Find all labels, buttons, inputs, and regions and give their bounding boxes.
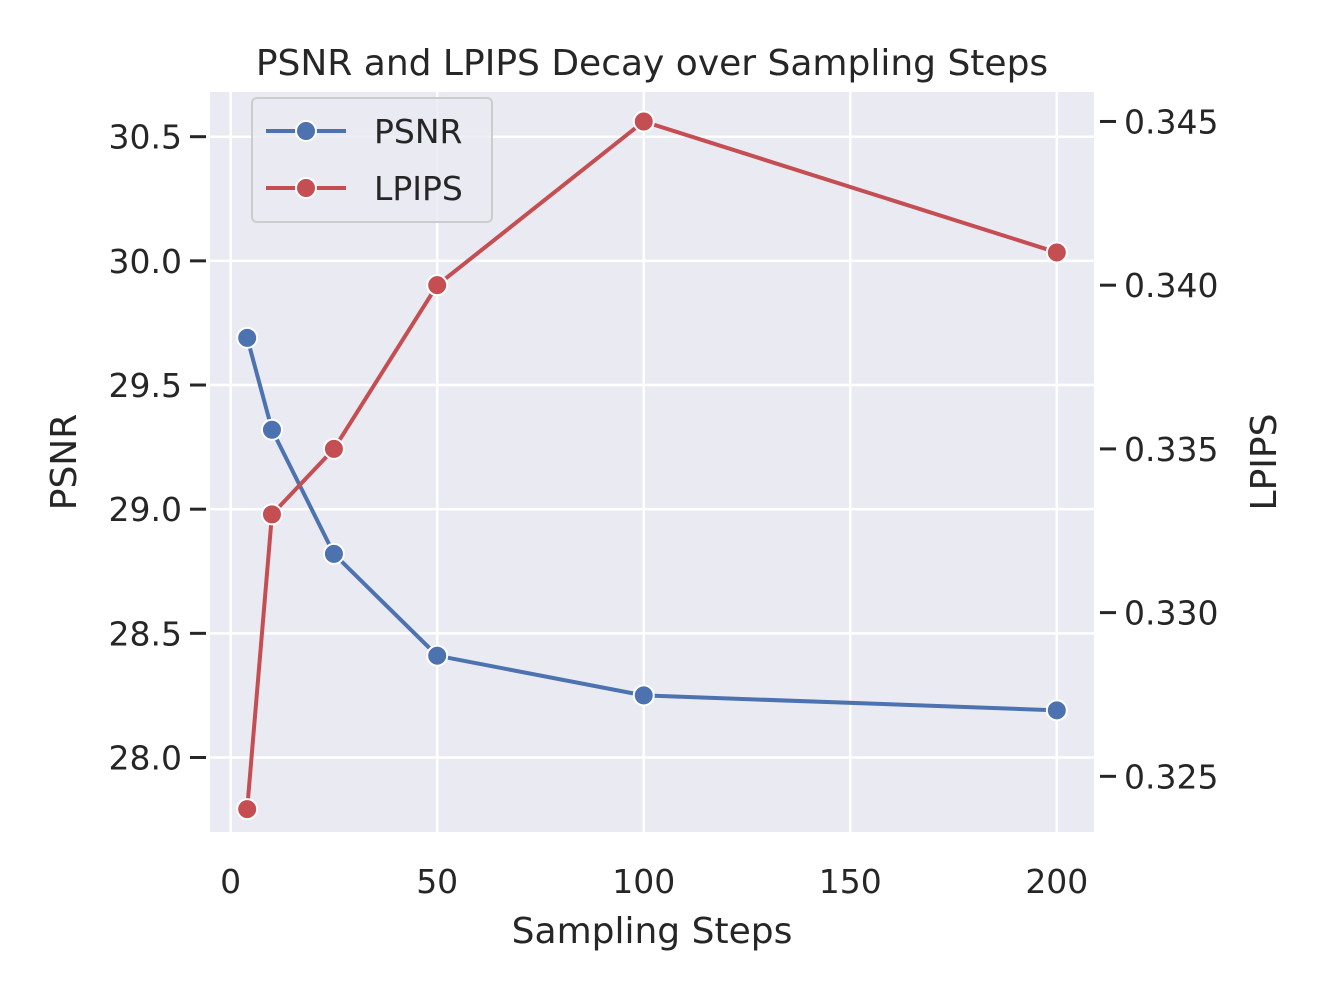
x-tick-label: 0 — [220, 862, 241, 901]
legend-marker-lpips — [295, 177, 317, 199]
data-point-lpips — [322, 437, 345, 460]
left-y-tick-label: 30.0 — [109, 242, 182, 281]
data-point-lpips — [236, 798, 259, 821]
right-y-axis: 0.325 0.330 0.335 0.340 0.345 — [1100, 102, 1218, 796]
data-point-lpips — [260, 503, 283, 526]
series-line-lpips — [245, 119, 1058, 810]
data-point-lpips — [1045, 241, 1068, 264]
x-axis: 0 50 100 150 200 — [220, 862, 1088, 901]
data-point-psnr — [1045, 699, 1068, 722]
left-y-tick-label: 29.0 — [109, 490, 182, 529]
chart-title: PSNR and LPIPS Decay over Sampling Steps — [256, 43, 1048, 84]
right-y-tick-label: 0.340 — [1124, 266, 1218, 305]
data-point-psnr — [236, 326, 259, 349]
left-y-tick-label: 30.5 — [109, 118, 182, 157]
data-point-psnr — [632, 684, 655, 707]
left-y-tick-label: 28.5 — [109, 614, 182, 653]
right-y-axis-label: LPIPS — [1244, 414, 1285, 511]
series-line-psnr — [245, 337, 1057, 713]
x-tick-label: 150 — [819, 862, 882, 901]
right-y-tick-label: 0.335 — [1124, 430, 1218, 469]
legend: PSNR LPIPS — [251, 97, 493, 223]
legend-label-psnr: PSNR — [374, 112, 462, 151]
grid-lines — [210, 92, 1094, 832]
data-point-lpips — [426, 274, 449, 297]
right-y-tick-label: 0.330 — [1124, 594, 1218, 633]
data-point-psnr — [260, 418, 283, 441]
left-y-axis-label: PSNR — [44, 414, 85, 511]
series-layer — [236, 110, 1068, 821]
data-point-psnr — [322, 542, 345, 565]
data-point-psnr — [426, 644, 449, 667]
legend-marker-psnr — [295, 120, 317, 142]
x-axis-label: Sampling Steps — [512, 911, 793, 952]
data-point-lpips — [632, 110, 655, 133]
x-tick-label: 50 — [416, 862, 458, 901]
left-y-tick-label: 28.0 — [109, 739, 182, 778]
x-tick-label: 100 — [612, 862, 675, 901]
x-tick-label: 200 — [1025, 862, 1088, 901]
legend-label-lpips: LPIPS — [374, 169, 463, 208]
right-y-tick-label: 0.325 — [1124, 757, 1218, 796]
right-y-tick-label: 0.345 — [1124, 102, 1218, 141]
left-y-axis: 28.0 28.5 29.0 29.5 30.0 30.5 — [109, 118, 206, 778]
left-y-tick-label: 29.5 — [109, 366, 182, 405]
